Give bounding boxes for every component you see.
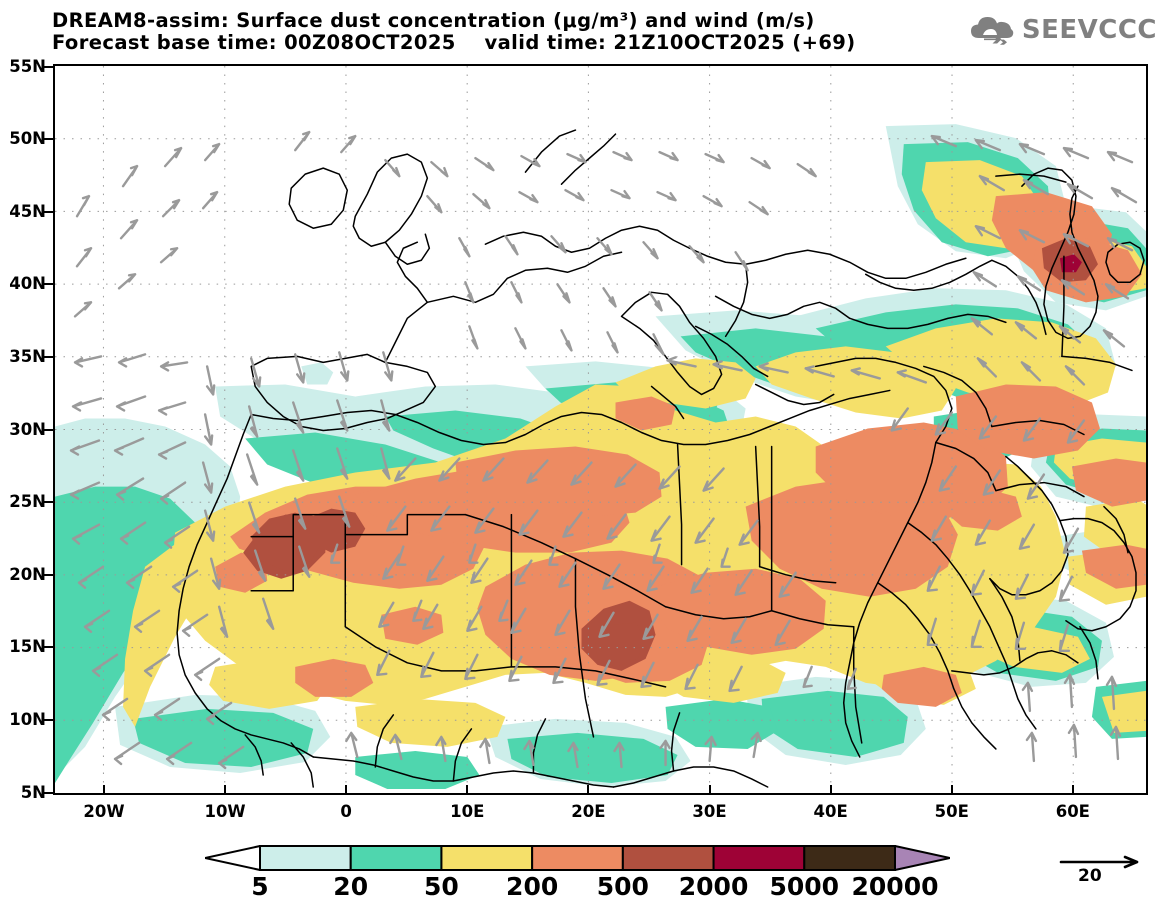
x-axis-label-20w: 20W	[83, 802, 125, 821]
coastlines-and-borders	[176, 129, 1145, 788]
y-axis-tick	[44, 501, 53, 504]
colorbar[interactable]	[205, 845, 950, 871]
y-axis-tick	[44, 138, 53, 141]
y-axis-label-50n: 50N	[9, 129, 46, 149]
colorbar-tick-5: 5	[251, 872, 269, 901]
colorbar-tick-50: 50	[424, 872, 459, 901]
dust-concentration-map	[55, 66, 1146, 793]
colorbar-segment-5-20[interactable]	[259, 845, 352, 871]
colorbar-tick-labels: 5 20 50 200 500 2000 5000 20000	[205, 872, 950, 902]
x-axis-label-40e: 40E	[813, 802, 848, 821]
colorbar-tick-20000: 20000	[851, 872, 939, 901]
y-axis-label-25n: 25N	[9, 492, 46, 512]
colorbar-segment-5000-20000[interactable]	[803, 845, 896, 871]
colorbar-segment-2000-5000[interactable]	[712, 845, 806, 871]
colorbar-segment-50-200[interactable]	[440, 845, 534, 871]
y-axis-tick	[44, 646, 53, 649]
colorbar-segment-20-50[interactable]	[349, 845, 443, 871]
wind-vector-field	[69, 130, 1138, 770]
colorbar-segment-above-20000[interactable]	[894, 845, 950, 871]
y-axis-tick	[44, 355, 53, 358]
map-gridlines	[55, 66, 1146, 793]
y-axis-tick	[44, 428, 53, 431]
x-axis-label-0: 0	[340, 802, 352, 821]
x-axis-tick	[708, 785, 711, 793]
y-axis-label-35n: 35N	[9, 346, 46, 366]
colorbar-segment-200-500[interactable]	[531, 845, 624, 871]
wind-scale-arrow-icon	[1059, 855, 1139, 869]
dust-contour-fills	[55, 124, 1146, 789]
colorbar-segment-500-2000[interactable]	[621, 845, 715, 871]
y-axis-tick	[44, 65, 53, 68]
y-axis-label-20n: 20N	[9, 564, 46, 584]
colorbar-tick-200: 200	[506, 872, 559, 901]
x-axis-tick	[587, 785, 590, 793]
x-axis-tick	[950, 785, 953, 793]
y-axis-tick	[44, 283, 53, 286]
y-axis-tick	[44, 573, 53, 576]
colorbar-tick-20: 20	[333, 872, 369, 901]
y-axis-label-30n: 30N	[9, 419, 46, 439]
y-axis-tick	[44, 210, 53, 213]
colorbar-segment-below-5[interactable]	[205, 845, 261, 871]
x-axis-label-10w: 10W	[204, 802, 246, 821]
y-axis-label-15n: 15N	[9, 637, 46, 657]
colorbar-swatches[interactable]	[205, 845, 950, 871]
seevccc-logo: SEEVCCC	[969, 10, 1157, 50]
x-axis-label-50e: 50E	[934, 802, 969, 821]
y-axis-label-55n: 55N	[9, 56, 46, 76]
forecast-time-subtitle: Forecast base time: 00Z08OCT2025 valid t…	[52, 31, 856, 54]
wind-scale-label: 20	[1078, 866, 1102, 886]
logo-text: SEEVCCC	[1021, 15, 1157, 45]
wind-scale-key	[1059, 855, 1139, 869]
cloud-arrow-icon	[970, 17, 1014, 45]
x-axis-tick	[1071, 785, 1074, 793]
x-axis-tick	[466, 785, 469, 793]
y-axis-tick	[44, 718, 53, 721]
x-axis-label-30e: 30E	[692, 802, 727, 821]
x-axis-tick	[102, 785, 105, 793]
colorbar-tick-5000: 5000	[769, 872, 840, 901]
x-axis-tick	[224, 785, 227, 793]
x-axis-tick	[345, 785, 348, 793]
page-title: DREAM8-assim: Surface dust concentration…	[52, 9, 815, 32]
figure-header: DREAM8-assim: Surface dust concentration…	[0, 0, 1165, 60]
x-axis-label-60e: 60E	[1055, 802, 1090, 821]
y-axis-label-40n: 40N	[9, 274, 46, 294]
map-plot-area	[53, 64, 1148, 795]
x-axis-label-20e: 20E	[571, 802, 606, 821]
y-axis-tick	[44, 791, 53, 794]
y-axis-label-10n: 10N	[9, 709, 46, 729]
y-axis-label-5n: 5N	[20, 782, 46, 802]
x-axis-tick	[829, 785, 832, 793]
colorbar-tick-2000: 2000	[678, 872, 749, 901]
y-axis-label-45n: 45N	[9, 201, 46, 221]
x-axis-label-10e: 10E	[450, 802, 485, 821]
colorbar-tick-500: 500	[596, 872, 649, 901]
